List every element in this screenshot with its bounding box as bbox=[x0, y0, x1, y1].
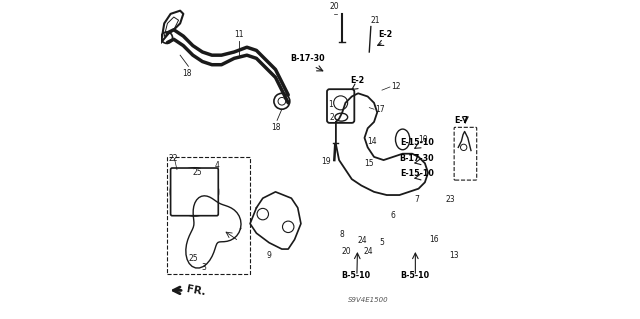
Text: 20: 20 bbox=[341, 247, 351, 256]
Text: 14: 14 bbox=[367, 137, 377, 146]
Text: 18: 18 bbox=[182, 69, 192, 78]
Text: 17: 17 bbox=[375, 105, 385, 114]
Text: B-17-30: B-17-30 bbox=[399, 154, 435, 163]
Text: 8: 8 bbox=[339, 230, 344, 239]
Text: 20: 20 bbox=[330, 2, 339, 11]
Text: E-2: E-2 bbox=[378, 30, 392, 39]
Text: 13: 13 bbox=[449, 251, 458, 260]
Text: B-17-30: B-17-30 bbox=[291, 54, 325, 63]
Text: E-15-10: E-15-10 bbox=[400, 138, 434, 147]
Text: 10: 10 bbox=[418, 135, 428, 144]
Text: 11: 11 bbox=[234, 30, 244, 39]
Bar bbox=[168, 157, 250, 275]
Text: B-5-10: B-5-10 bbox=[400, 271, 429, 280]
FancyBboxPatch shape bbox=[454, 127, 477, 180]
Text: 5: 5 bbox=[380, 238, 385, 247]
Text: 6: 6 bbox=[391, 211, 396, 220]
Text: 4: 4 bbox=[214, 160, 219, 170]
Text: 12: 12 bbox=[391, 83, 401, 92]
Text: E-7: E-7 bbox=[454, 116, 468, 125]
Text: 23: 23 bbox=[445, 195, 455, 204]
Text: 25: 25 bbox=[188, 254, 198, 263]
Text: 15: 15 bbox=[364, 160, 374, 168]
Text: FR.: FR. bbox=[186, 284, 207, 297]
Text: 22: 22 bbox=[168, 154, 177, 163]
Text: 2: 2 bbox=[330, 113, 334, 122]
Text: 9: 9 bbox=[267, 251, 271, 260]
Text: S9V4E1500: S9V4E1500 bbox=[348, 297, 388, 303]
Text: 21: 21 bbox=[371, 16, 380, 25]
FancyBboxPatch shape bbox=[327, 89, 355, 123]
Text: 19: 19 bbox=[321, 157, 331, 166]
Text: 3: 3 bbox=[202, 263, 207, 272]
Text: 16: 16 bbox=[429, 235, 438, 244]
Text: 24: 24 bbox=[364, 247, 373, 256]
Text: E-2: E-2 bbox=[350, 76, 364, 85]
Text: 7: 7 bbox=[415, 195, 420, 204]
Text: 18: 18 bbox=[271, 122, 280, 131]
FancyBboxPatch shape bbox=[171, 168, 218, 216]
Text: 24: 24 bbox=[358, 236, 367, 245]
Text: B-5-10: B-5-10 bbox=[342, 271, 371, 280]
Text: 25: 25 bbox=[193, 167, 202, 177]
Text: 1: 1 bbox=[328, 100, 333, 109]
Text: E-15-10: E-15-10 bbox=[400, 168, 434, 178]
